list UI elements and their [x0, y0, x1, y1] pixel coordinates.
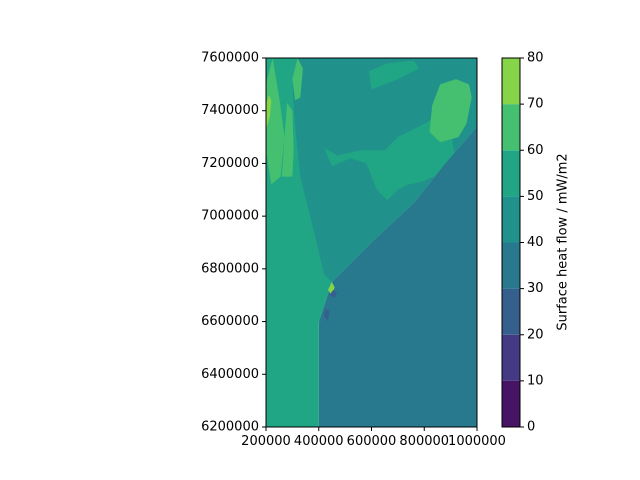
- contour-region-7: [292, 58, 303, 101]
- contour-region-2: [324, 116, 456, 201]
- x-tick-label: 1000000: [448, 434, 506, 449]
- colorbar-tick-label: 0: [527, 420, 535, 435]
- y-axis: 6200000 6400000 6600000 6800000 7000000 72000…: [201, 51, 266, 435]
- colorbar-band: [502, 242, 520, 289]
- x-tick-label: 600000: [347, 434, 397, 449]
- contour-region-5: [266, 58, 285, 185]
- colorbar-tick-label: 20: [527, 327, 544, 342]
- contour-region-11: [329, 289, 338, 298]
- colorbar-band: [502, 58, 520, 105]
- y-tick-label: 7200000: [201, 156, 259, 171]
- x-tick-label: 200000: [241, 434, 291, 449]
- colorbar-band: [502, 288, 520, 335]
- y-tick-label: 7400000: [201, 103, 259, 118]
- colorbar-tick-label: 60: [527, 143, 544, 158]
- y-tick-label: 7600000: [201, 51, 259, 66]
- colorbar-band: [502, 196, 520, 243]
- x-tick-label: 800000: [399, 434, 449, 449]
- contour-regions: [266, 58, 477, 427]
- y-tick-label: 6600000: [201, 314, 259, 329]
- y-tick-label: 7000000: [201, 209, 259, 224]
- colorbar-tick-label: 40: [527, 235, 544, 250]
- colorbar-tick-label: 10: [527, 373, 544, 388]
- colorbar-tick-label: 50: [527, 189, 544, 204]
- colorbar: 0 10 20 30 40 50 60 70 80 Surface heat flow / mW…: [501, 51, 571, 435]
- y-tick-label: 6800000: [201, 261, 259, 276]
- colorbar-band: [502, 150, 520, 197]
- colorbar-bands: [502, 58, 520, 427]
- colorbar-tick-label: 80: [527, 51, 544, 66]
- colorbar-tick-label: 30: [527, 281, 544, 296]
- y-tick-label: 6400000: [201, 367, 259, 382]
- contour-region-6: [281, 102, 294, 177]
- colorbar-ticks: 0 10 20 30 40 50 60 70 80: [520, 51, 544, 435]
- contour-region-3: [368, 60, 419, 90]
- y-tick-label: 6200000: [201, 420, 259, 435]
- contour-region-8: [318, 126, 477, 427]
- colorbar-band: [502, 104, 520, 151]
- x-tick-label: 400000: [294, 434, 344, 449]
- colorbar-tick-label: 70: [527, 97, 544, 112]
- colorbar-band: [502, 380, 520, 427]
- contour-region-9: [266, 94, 272, 130]
- contour-region-12: [324, 308, 330, 322]
- colorbar-band: [502, 334, 520, 381]
- colorbar-label: Surface heat flow / mW/m2: [556, 153, 571, 330]
- contour-region-4: [429, 79, 472, 143]
